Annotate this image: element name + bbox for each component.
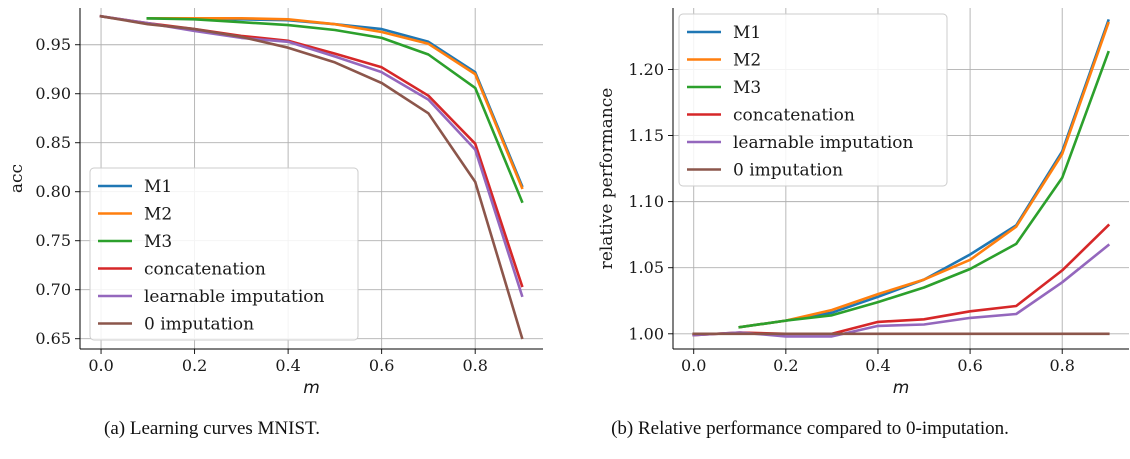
series-line-m2 — [146, 16, 524, 190]
legend: M1 M2 M3 concatenation learnable imputation 0… — [89, 167, 359, 341]
legend-label: learnable imputation — [733, 133, 913, 153]
x-tick-label: 0.6 — [957, 356, 982, 375]
y-axis-label: relative performance — [597, 88, 617, 270]
legend-label: learnable imputation — [144, 287, 324, 307]
y-tick-label: 0.80 — [35, 182, 71, 201]
legend-label: M3 — [144, 232, 172, 252]
series-group — [99, 14, 524, 340]
chart-panel-b: 0.0 0.2 0.4 0.6 0.8 1.00 1.05 1.10 1.15 1.20 m rela… — [597, 8, 1129, 398]
x-tick-label: 0.0 — [88, 356, 113, 375]
series-line-concatenation — [692, 223, 1111, 337]
y-tick-label: 1.05 — [628, 258, 664, 277]
series-line-m3 — [146, 16, 524, 204]
y-tick-label: 1.10 — [628, 192, 664, 211]
legend-label: 0 imputation — [144, 315, 254, 335]
legend-label: concatenation — [144, 260, 266, 280]
x-tick-label: 0.6 — [369, 356, 394, 375]
y-axis: 1.00 1.05 1.10 1.15 1.20 — [628, 60, 1129, 343]
x-tick-label: 0.4 — [275, 356, 300, 375]
series-line-learnable-imputation — [692, 243, 1111, 338]
caption-b: (b) Relative performance compared to 0-i… — [611, 418, 1009, 439]
legend-label: M2 — [733, 51, 761, 71]
caption-a: (a) Learning curves MNIST. — [104, 418, 320, 439]
y-tick-label: 1.20 — [628, 60, 664, 79]
x-tick-label: 0.2 — [182, 356, 207, 375]
series-line-0-imputation — [99, 14, 524, 340]
y-tick-label: 0.90 — [35, 84, 71, 103]
legend-label: M1 — [144, 177, 172, 197]
series-line-m1 — [146, 16, 524, 188]
series-group — [692, 18, 1111, 338]
y-tick-label: 0.95 — [35, 35, 71, 54]
y-tick-label: 1.00 — [628, 324, 664, 343]
chart-panel-a: 0.0 0.2 0.4 0.6 0.8 0.65 0.70 0.75 0.80 0.85 0.90 0… — [7, 8, 543, 398]
x-axis-label: m — [893, 378, 910, 398]
y-tick-label: 1.15 — [628, 126, 664, 145]
legend-label: M3 — [733, 78, 761, 98]
legend: M1 M2 M3 concatenation learnable imputation 0… — [678, 13, 948, 187]
legend-label: 0 imputation — [733, 161, 843, 181]
legend-label: concatenation — [733, 106, 855, 126]
x-tick-label: 0.8 — [1049, 356, 1074, 375]
x-tick-label: 0.4 — [865, 356, 890, 375]
figure-canvas: 0.0 0.2 0.4 0.6 0.8 0.65 0.70 0.75 0.80 0.85 0.90 0… — [7, 8, 1129, 398]
legend-box — [678, 13, 948, 187]
x-tick-label: 0.8 — [462, 356, 487, 375]
legend-label: M1 — [733, 23, 761, 43]
x-tick-label: 0.2 — [773, 356, 798, 375]
legend-box — [89, 167, 359, 341]
y-tick-label: 0.70 — [35, 280, 71, 299]
y-tick-label: 0.85 — [35, 133, 71, 152]
y-axis-label: acc — [7, 164, 27, 193]
series-line-m3 — [738, 50, 1110, 329]
series-line-m2 — [738, 21, 1110, 329]
y-tick-label: 0.75 — [35, 231, 71, 250]
legend-label: M2 — [144, 205, 172, 225]
x-tick-label: 0.0 — [681, 356, 706, 375]
y-tick-label: 0.65 — [35, 329, 71, 348]
x-axis-label: m — [303, 378, 320, 398]
